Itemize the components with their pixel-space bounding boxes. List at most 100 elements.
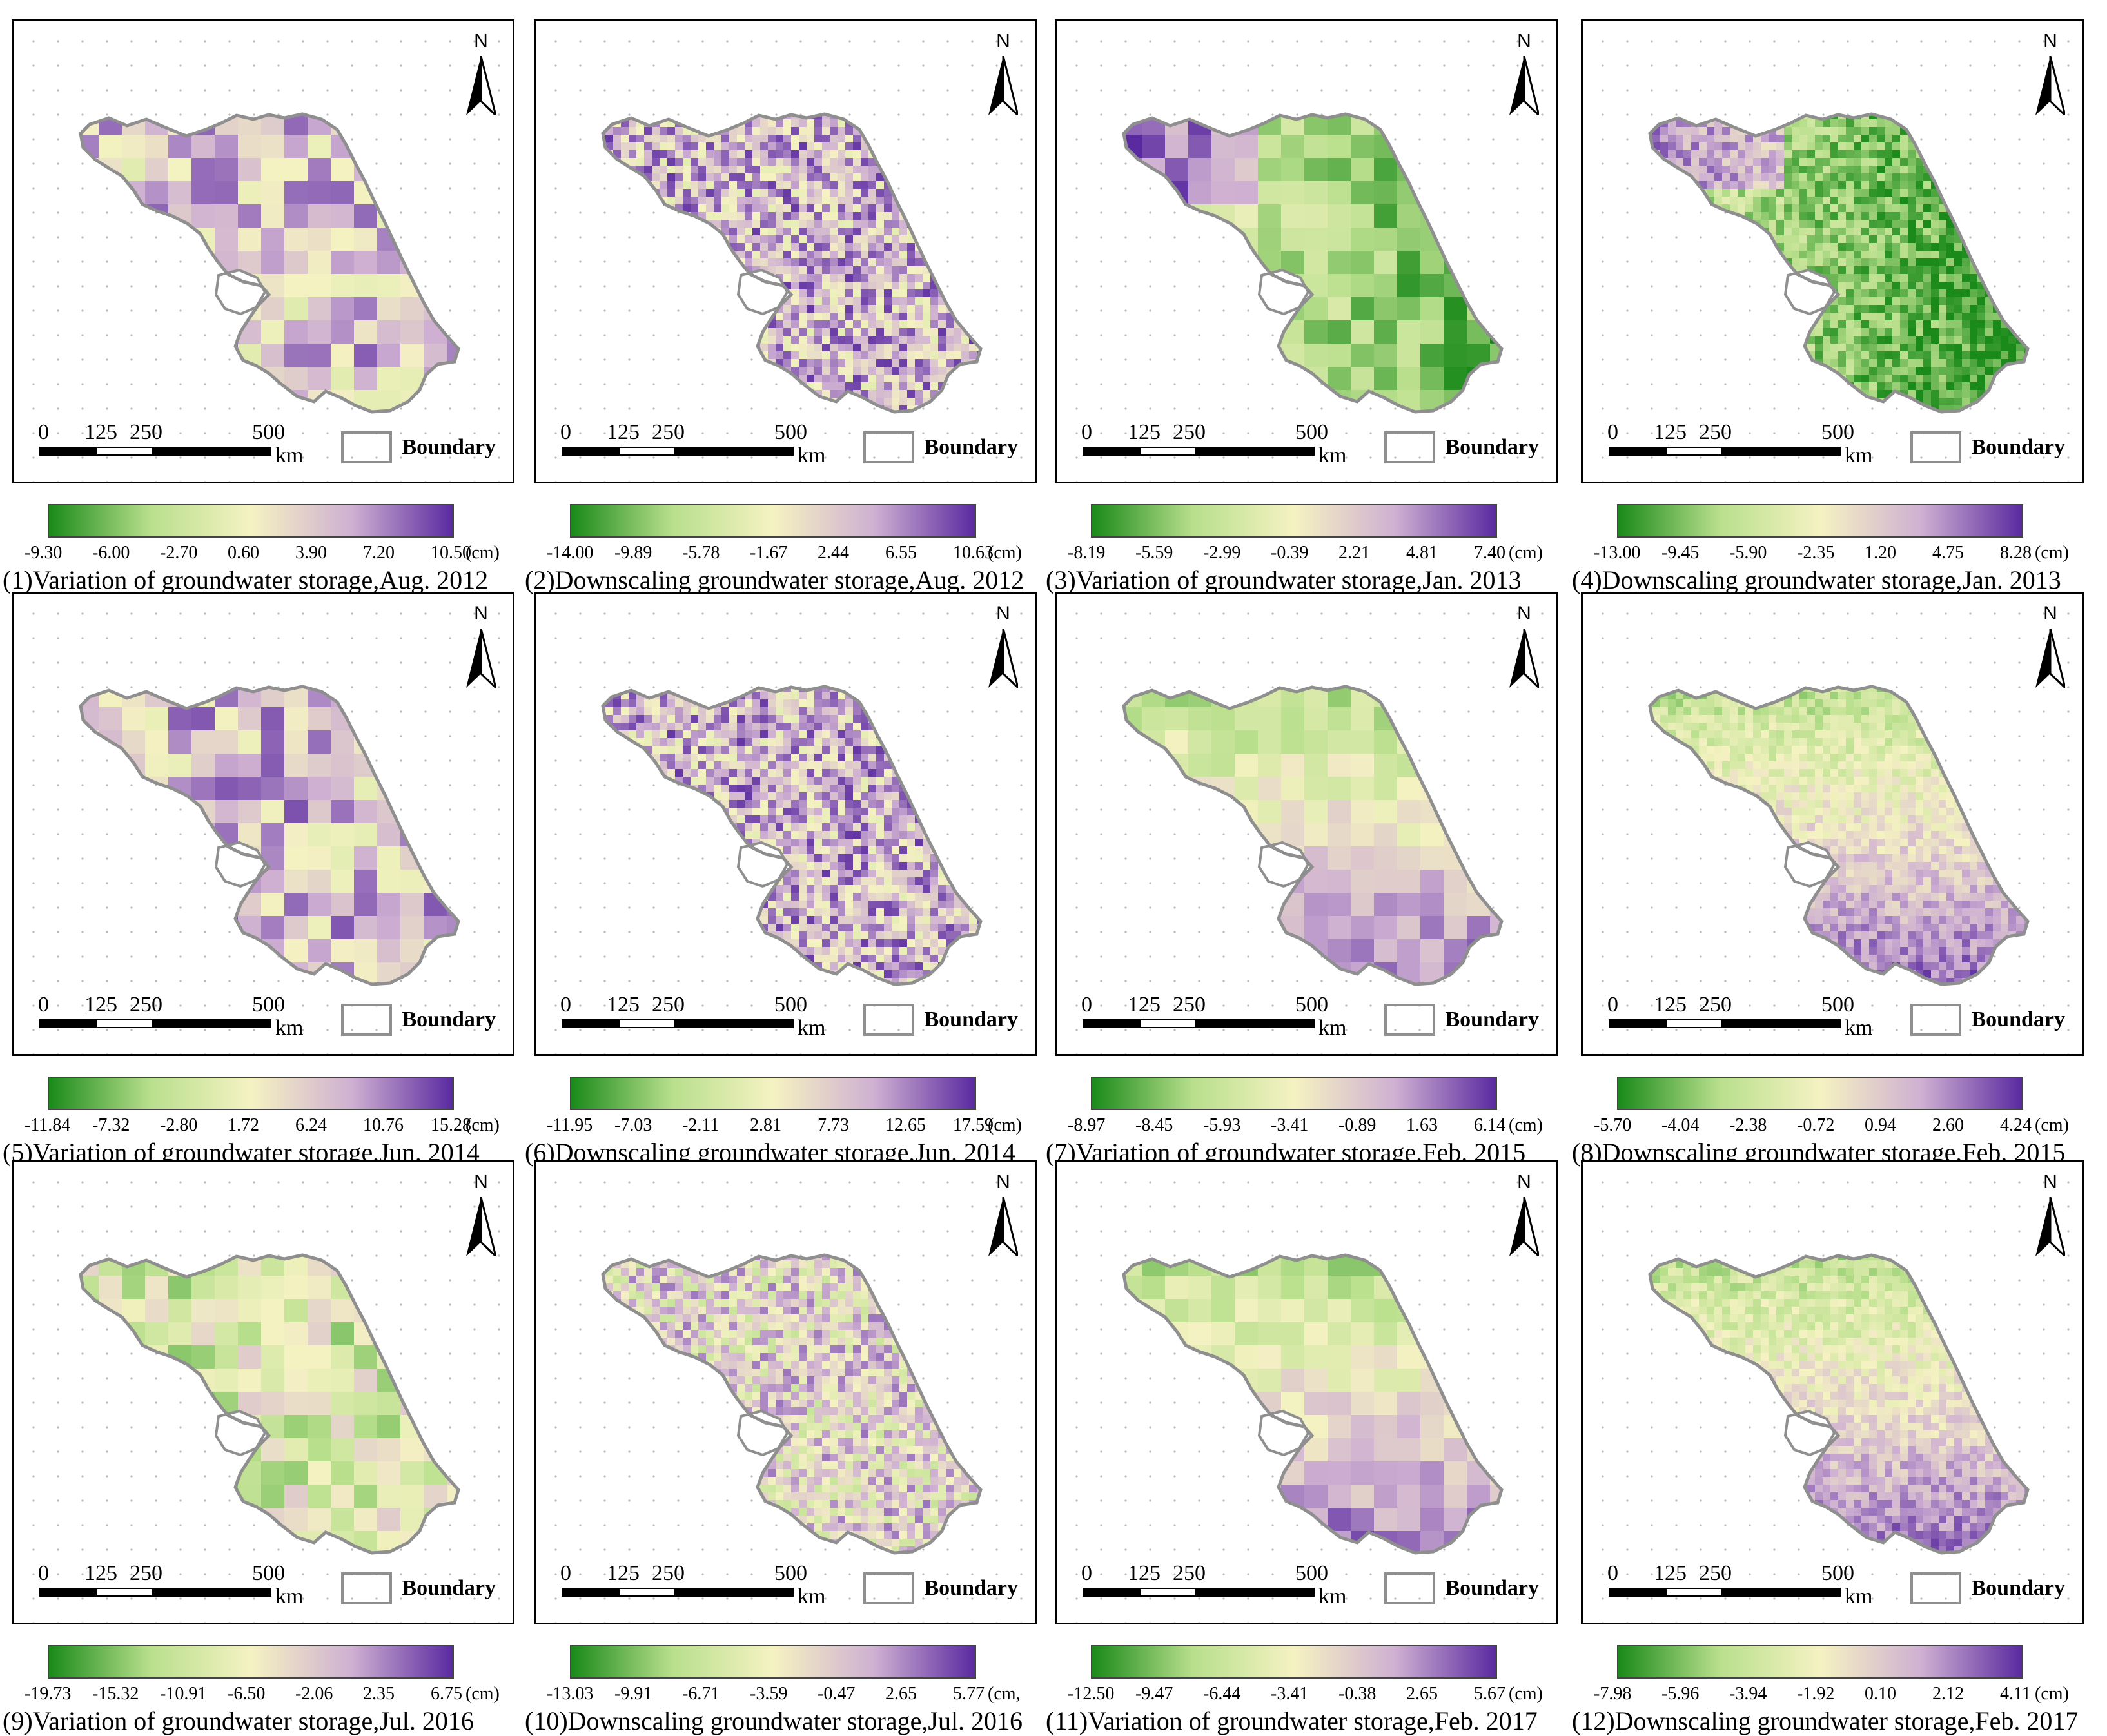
- raster-cell: [1444, 1531, 1467, 1555]
- raster-cell: [1467, 962, 1491, 986]
- raster-cell: [424, 939, 447, 963]
- raster-cell: [354, 1276, 378, 1300]
- raster-cell: [99, 251, 122, 275]
- colorbar-tick: -11.84: [24, 1115, 70, 1136]
- raster-cell: [215, 1461, 239, 1485]
- raster-cell: [145, 893, 169, 917]
- groundwater-map: [14, 21, 513, 482]
- raster-cell: [1188, 870, 1212, 893]
- colorbar-tick: 4.24: [2000, 1115, 2032, 1136]
- raster-cell: [354, 800, 378, 824]
- colorbar-tick: -5.93: [1203, 1115, 1240, 1136]
- raster-cell: [99, 274, 122, 298]
- colorbar: [48, 1077, 454, 1110]
- raster-cell: [75, 135, 99, 159]
- raster-cell: [191, 1322, 215, 1346]
- raster-cell: [1374, 251, 1398, 275]
- raster-cell: [1142, 846, 1166, 870]
- raster-cell: [1420, 939, 1444, 963]
- north-label: N: [458, 30, 504, 52]
- raster-cell: [122, 1276, 146, 1300]
- raster-cell: [424, 1253, 447, 1276]
- raster-cell: [238, 1276, 262, 1300]
- colorbar: [48, 1645, 454, 1679]
- raster-cell: [1142, 870, 1166, 893]
- raster-cell: [447, 1322, 471, 1346]
- raster-cell: [331, 1461, 355, 1485]
- raster-cell: [447, 939, 471, 963]
- raster-cell: [145, 135, 169, 159]
- colorbar-tick: -13.00: [1594, 543, 1640, 563]
- boundary-legend: Boundary: [341, 429, 496, 466]
- raster-cell: [308, 1415, 331, 1439]
- raster-cell: [1490, 1322, 1514, 1346]
- raster-cell: [447, 823, 471, 847]
- raster-cell: [215, 135, 239, 159]
- raster-cell: [1211, 181, 1235, 205]
- raster-cell: [191, 320, 215, 344]
- raster-cell: [1281, 390, 1305, 414]
- raster-cell: [1351, 730, 1375, 754]
- raster-cell: [424, 1369, 447, 1392]
- raster-cell: [261, 1322, 285, 1346]
- boundary-swatch: [1384, 1572, 1435, 1604]
- raster-cell: [168, 962, 192, 986]
- raster-cell: [261, 181, 285, 205]
- raster-cell: [1397, 1415, 1421, 1439]
- raster-cell: [447, 1369, 471, 1392]
- boundary-legend: Boundary: [863, 1001, 1018, 1039]
- colorbar-tick: 0.94: [1865, 1115, 1896, 1136]
- raster-cell: [424, 754, 447, 777]
- raster-cell: [424, 1322, 447, 1346]
- raster-cell: [75, 823, 99, 847]
- raster-cell: [1351, 823, 1375, 847]
- raster-cell: [75, 320, 99, 344]
- raster-cell: [261, 893, 285, 917]
- raster-cell: [1328, 367, 1351, 391]
- raster-cell: [1351, 158, 1375, 182]
- raster-cell: [377, 730, 401, 754]
- scale-tick-label: 0: [1607, 993, 1618, 1017]
- raster-cell: [1304, 800, 1328, 824]
- raster-cell: [1304, 754, 1328, 777]
- raster-cell: [354, 1253, 378, 1276]
- raster-cell: [331, 228, 355, 251]
- raster-cell: [1235, 1415, 1259, 1439]
- colorbar-tick: -6.71: [682, 1684, 720, 1704]
- raster-cell: [191, 367, 215, 391]
- raster-cell: [1490, 390, 1514, 414]
- raster-cell: [1142, 962, 1166, 986]
- colorbar-tick: 2.65: [1406, 1684, 1438, 1704]
- raster-cell: [1490, 158, 1514, 182]
- raster-cell: [1467, 1253, 1491, 1276]
- raster-cell: [75, 1508, 99, 1532]
- raster-cell: [1281, 135, 1305, 159]
- raster-cell: [191, 181, 215, 205]
- scale-unit: km: [798, 1017, 825, 1040]
- raster-cell: [1235, 204, 1259, 228]
- raster-cell: [1142, 916, 1166, 940]
- raster-cell: [122, 962, 146, 986]
- raster-cell: [238, 158, 262, 182]
- scale-tick-label: 125: [1654, 1562, 1687, 1585]
- boundary-label: Boundary: [402, 1576, 496, 1601]
- raster-cell: [1328, 344, 1351, 367]
- scale-bar-segment: [1083, 1019, 1139, 1028]
- raster-cell: [308, 158, 331, 182]
- raster-cell: [99, 320, 122, 344]
- colorbar-tick: 5.67: [1474, 1684, 1505, 1704]
- boundary-label: Boundary: [1446, 1576, 1540, 1601]
- raster-cell: [1165, 1415, 1189, 1439]
- raster-cell: [99, 1461, 122, 1485]
- raster-cell: [1328, 228, 1351, 251]
- north-arrow: N: [458, 603, 504, 693]
- raster-cell: [1420, 1276, 1444, 1300]
- raster-cell: [238, 1531, 262, 1555]
- raster-cell: [1490, 962, 1514, 986]
- raster-cell: [447, 367, 471, 391]
- raster-cell: [99, 228, 122, 251]
- north-arrow-icon: [2035, 1197, 2065, 1256]
